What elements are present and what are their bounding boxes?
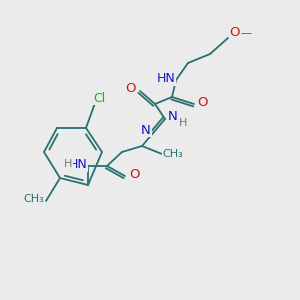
Text: N: N — [168, 110, 178, 124]
Text: —: — — [240, 28, 252, 38]
Text: HN: HN — [157, 73, 175, 85]
Text: O: O — [198, 97, 208, 110]
Text: N: N — [141, 124, 151, 136]
Text: CH₃: CH₃ — [24, 194, 44, 204]
Text: H: H — [179, 118, 187, 128]
Text: O: O — [129, 169, 139, 182]
Text: H: H — [64, 159, 72, 169]
Text: Cl: Cl — [93, 92, 105, 104]
Text: HN: HN — [69, 158, 87, 172]
Text: O: O — [126, 82, 136, 95]
Text: O: O — [230, 26, 240, 40]
Text: CH₃: CH₃ — [163, 149, 183, 159]
